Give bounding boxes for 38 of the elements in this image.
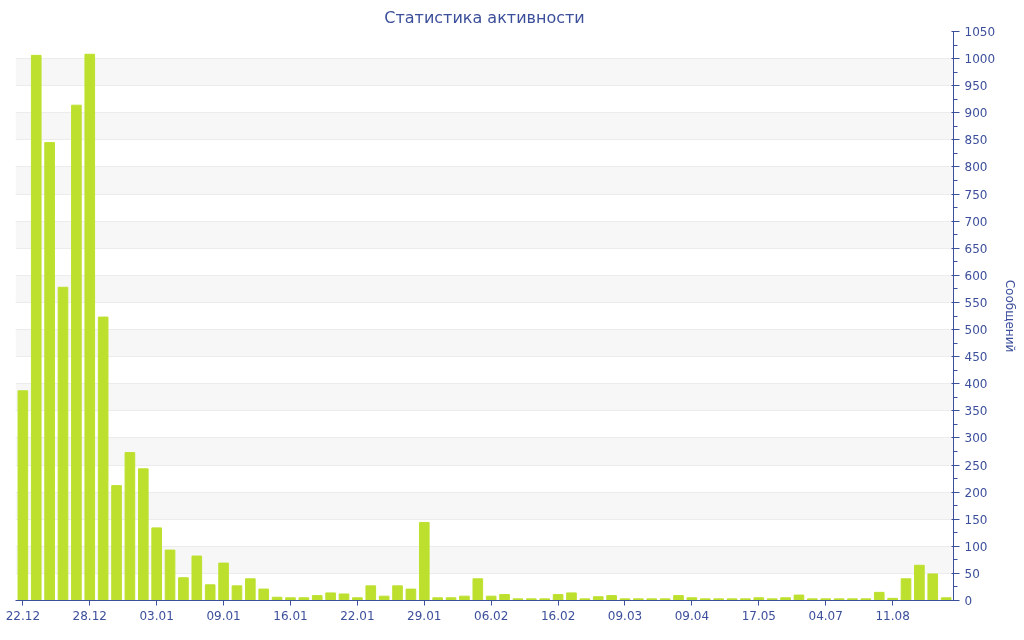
y-tick-label: 750 [964, 187, 988, 202]
y-tick-label: 350 [964, 404, 988, 419]
y-tick-label: 1050 [964, 25, 996, 39]
x-tick-label: 22.01 [340, 608, 375, 623]
y-tick-label: 850 [964, 133, 988, 148]
y-tick-label: 400 [964, 377, 988, 392]
y-tick-label: 450 [964, 350, 988, 365]
y-tick-label: 600 [964, 268, 988, 283]
x-tick-label: 28.12 [72, 608, 107, 623]
y-tick-label: 800 [964, 160, 988, 175]
chart-title: Статистика активности [384, 7, 585, 27]
y-tick-label: 500 [964, 323, 988, 338]
x-tick-label: 09.01 [206, 608, 241, 623]
y-tick-label: 650 [964, 241, 988, 256]
y-tick-label: 250 [964, 458, 988, 473]
x-tick-label: 16.02 [540, 608, 576, 623]
x-tick-label: 09.04 [674, 608, 710, 623]
x-tick-label: 29.01 [407, 608, 442, 623]
y-tick-label: 1000 [964, 52, 996, 67]
y-tick-label: 900 [964, 106, 988, 121]
x-tick-label: 16.01 [273, 608, 308, 623]
y-tick-label: 950 [964, 79, 988, 94]
y-axis-title: Сообщений [1003, 279, 1018, 353]
y-tick-label: 100 [964, 539, 988, 554]
y-tick-label: 300 [964, 431, 988, 446]
x-tick-label: 09.03 [607, 608, 643, 623]
x-tick-label: 06.02 [474, 608, 509, 623]
y-tick-label: 700 [964, 214, 988, 229]
x-tick-label: 04.07 [808, 608, 843, 623]
x-tick-label: 11.08 [875, 608, 910, 623]
y-tick-label: 150 [964, 512, 988, 527]
y-tick-label: 200 [964, 485, 988, 500]
y-tick-label: 50 [964, 566, 980, 581]
y-tick-label: 0 [964, 594, 973, 608]
x-tick-label: 22.12 [5, 608, 41, 623]
y-tick-label: 550 [964, 295, 988, 310]
x-tick-label: 03.01 [139, 608, 174, 623]
x-tick-label: 17.05 [741, 608, 776, 623]
